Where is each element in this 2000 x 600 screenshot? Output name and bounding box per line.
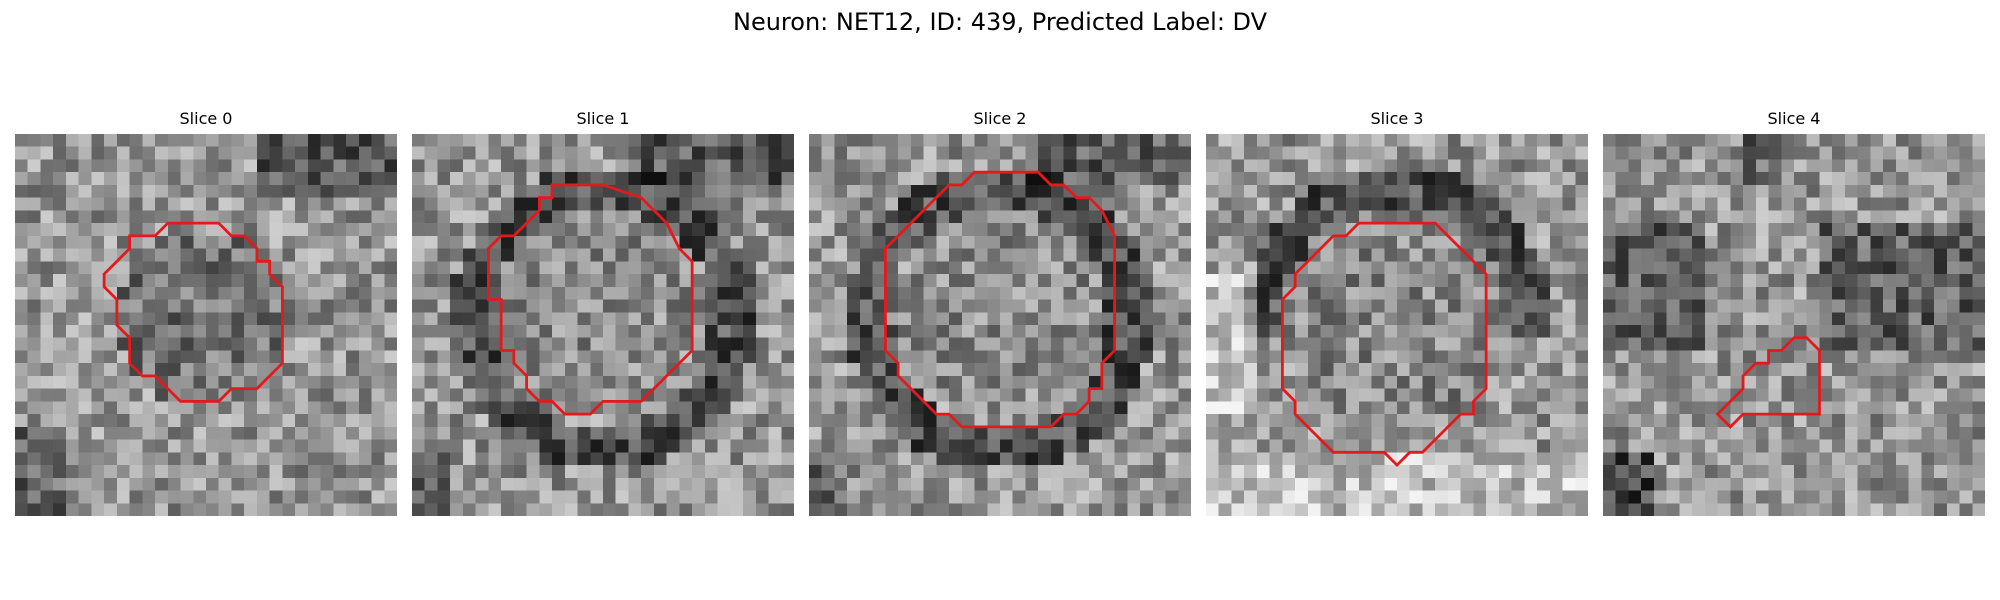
slice-panel-3: Slice 3	[1206, 108, 1588, 516]
slice-image-1	[412, 134, 794, 516]
slice-title-0: Slice 0	[179, 109, 233, 128]
slice-title-1: Slice 1	[576, 109, 630, 128]
slice-title-4: Slice 4	[1767, 109, 1821, 128]
slice-image-3	[1206, 134, 1588, 516]
segmentation-contour-1	[486, 183, 694, 416]
slice-panel-0: Slice 0	[15, 108, 397, 516]
slice-panel-1: Slice 1	[412, 108, 794, 516]
slice-panel-2: Slice 2	[809, 108, 1191, 516]
slice-image-0	[15, 134, 397, 516]
slice-image-4	[1603, 134, 1985, 516]
segmentation-contour-2	[883, 170, 1117, 429]
segmentation-contour-4	[1715, 336, 1821, 429]
figure-title: Neuron: NET12, ID: 439, Predicted Label:…	[732, 8, 1268, 36]
segmentation-contour-0	[102, 221, 284, 403]
slice-image-2	[809, 134, 1191, 516]
slice-panel-4: Slice 4	[1603, 108, 1985, 516]
slice-title-3: Slice 3	[1370, 109, 1424, 128]
slice-title-2: Slice 2	[973, 109, 1027, 128]
segmentation-contour-3	[1280, 221, 1488, 468]
